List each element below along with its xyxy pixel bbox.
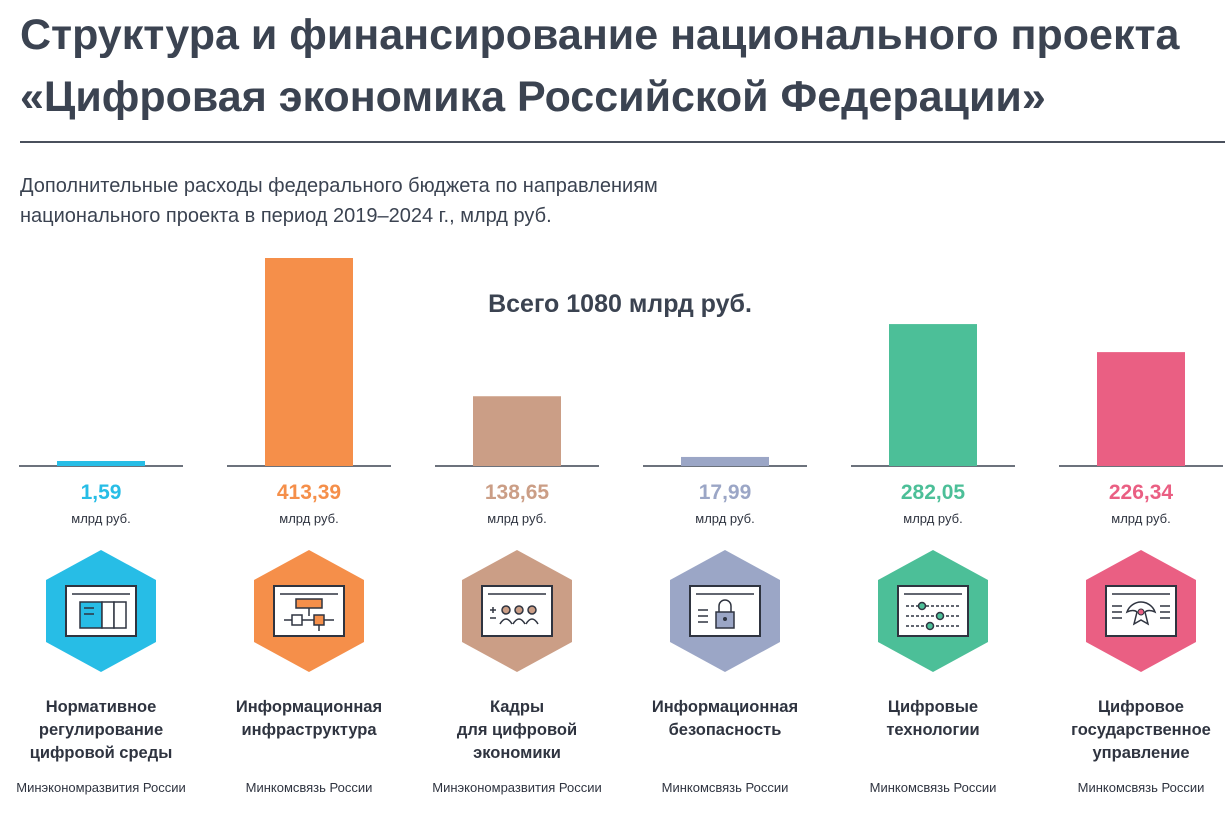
unit-label: млрд руб. xyxy=(71,511,131,526)
hexagon-badge-kadry xyxy=(462,550,572,672)
bar xyxy=(889,324,977,466)
unit-label: млрд руб. xyxy=(903,511,963,526)
value-block-security: 17,99 млрд руб. xyxy=(627,478,823,527)
name-line: Информационная xyxy=(235,698,383,716)
bar-chart xyxy=(19,258,1223,467)
hexagon-badge-security xyxy=(670,550,780,672)
unit-label: млрд руб. xyxy=(487,511,547,526)
name-line: технологии xyxy=(886,721,980,739)
subtitle-line-1: Дополнительные расходы федерального бюдж… xyxy=(20,175,658,197)
name-line: регулирование xyxy=(38,721,164,739)
value-block-reg: 1,59 млрд руб. xyxy=(3,478,199,527)
name-line: для цифровой xyxy=(456,721,578,739)
hexagon-badge-reg xyxy=(46,550,156,672)
value-block-tech: 282,05 млрд руб. xyxy=(835,478,1031,527)
value-label: 17,99 xyxy=(698,481,752,504)
category-name-reg: Нормативное регулирование цифровой среды xyxy=(1,696,201,765)
name-line: безопасность xyxy=(668,721,782,739)
people-icon xyxy=(462,550,572,672)
title-line-1: Структура и финансирование национального… xyxy=(20,11,1180,59)
bar xyxy=(681,456,769,466)
title-divider xyxy=(20,141,1225,143)
sliders-icon xyxy=(878,550,988,672)
category-name-kadry: Кадры для цифровой экономики xyxy=(417,696,617,765)
ministry-label-kadry: Минэкономразвития России xyxy=(432,780,602,795)
name-line: цифровой среды xyxy=(29,744,173,762)
page-title: Структура и финансирование национального… xyxy=(20,4,1220,128)
hexagon-badge-gov xyxy=(1086,550,1196,672)
value-block-infra: 413,39 млрд руб. xyxy=(211,478,407,527)
network-diagram-icon xyxy=(254,550,364,672)
name-line: Кадры xyxy=(489,698,545,716)
chart-subtitle: Дополнительные расходы федерального бюдж… xyxy=(20,171,840,231)
hexagon-badge-tech xyxy=(878,550,988,672)
value-block-gov: 226,34 млрд руб. xyxy=(1043,478,1231,527)
category-name-security: Информационная безопасность xyxy=(625,696,825,742)
category-name-tech: Цифровые технологии xyxy=(833,696,1033,742)
ministry-label-reg: Минэкономразвития России xyxy=(16,780,186,795)
value-block-kadry: 138,65 млрд руб. xyxy=(419,478,615,527)
value-label: 138,65 xyxy=(484,481,550,504)
name-line: инфраструктура xyxy=(241,721,377,739)
ministry-label-gov: Минкомсвязь России xyxy=(1077,780,1205,795)
name-line: Цифровые xyxy=(887,698,979,716)
value-label: 226,34 xyxy=(1108,481,1174,504)
bar xyxy=(57,461,145,466)
category-name-infra: Информационная инфраструктура xyxy=(209,696,409,742)
name-line: экономики xyxy=(473,744,561,762)
unit-label: млрд руб. xyxy=(695,511,755,526)
bar xyxy=(473,396,561,466)
coat-of-arms-icon xyxy=(1086,550,1196,672)
name-line: государственное xyxy=(1071,721,1211,739)
title-line-2: «Цифровая экономика Российской Федерации… xyxy=(20,73,1046,121)
document-panel-icon xyxy=(46,550,156,672)
value-label: 282,05 xyxy=(900,481,966,504)
name-line: Нормативное xyxy=(45,698,157,716)
unit-label: млрд руб. xyxy=(1111,511,1171,526)
name-line: Информационная xyxy=(651,698,799,716)
bar xyxy=(1097,352,1185,466)
total-annotation: Всего 1080 млрд руб. xyxy=(488,290,752,318)
hexagon-badge-infra xyxy=(254,550,364,672)
category-name-gov: Цифровое государственное управление xyxy=(1041,696,1231,765)
value-label: 413,39 xyxy=(276,481,342,504)
ministry-label-infra: Минкомсвязь России xyxy=(245,780,373,795)
name-line: Цифровое xyxy=(1098,698,1184,716)
ministry-label-security: Минкомсвязь России xyxy=(661,780,789,795)
ministry-label-tech: Минкомсвязь России xyxy=(869,780,997,795)
unit-label: млрд руб. xyxy=(279,511,339,526)
name-line: управление xyxy=(1092,744,1190,762)
value-label: 1,59 xyxy=(80,481,122,504)
subtitle-line-2: национального проекта в период 2019–2024… xyxy=(20,205,552,227)
bar xyxy=(265,258,353,466)
lock-icon xyxy=(670,550,780,672)
